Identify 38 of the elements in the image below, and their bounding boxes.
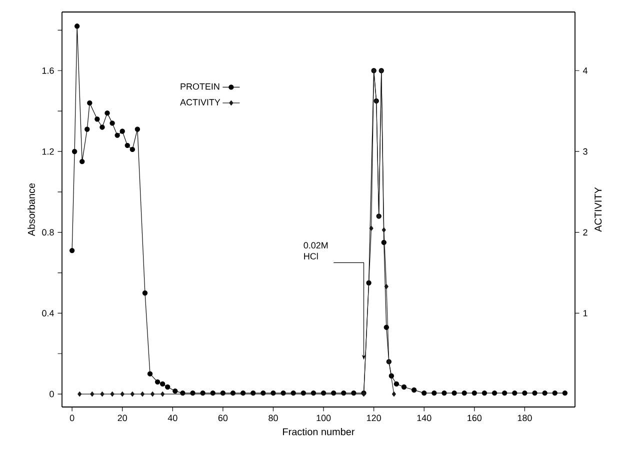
point (140, 391, 144, 397)
x-tick-label: 20 (118, 414, 127, 422)
point (90, 391, 94, 397)
point (110, 391, 114, 397)
y-tick-label: 0 (50, 390, 54, 398)
point (120, 391, 124, 397)
x-tick-label: 160 (468, 414, 482, 422)
point (384, 284, 388, 290)
y2-axis-title: ACTIVITY (594, 187, 602, 232)
point (382, 227, 386, 233)
point (392, 391, 396, 397)
point (78, 391, 82, 397)
y2-tick-label: 2 (583, 229, 588, 236)
y2-tick-label: 3 (583, 148, 588, 155)
y2-tick-label: 1 (583, 310, 588, 316)
legend-label: PROTEIN (180, 83, 220, 90)
point (160, 391, 165, 397)
x-tick-label: 80 (268, 414, 278, 422)
y-tick-label: 1.6 (42, 67, 54, 74)
y-axis-title: Absorbance (28, 183, 35, 236)
y-tick-label: 1.2 (42, 148, 54, 155)
x-axis-title: Fraction number (283, 428, 355, 436)
y2-tick-label: 4 (582, 68, 588, 74)
point (150, 391, 155, 397)
x-tick-label: 40 (168, 414, 178, 422)
x-tick-label: 140 (417, 414, 432, 422)
x-tick-label: 180 (518, 414, 532, 422)
x-tick-label: 120 (367, 414, 381, 422)
y-tick-label: 0.8 (42, 229, 54, 236)
annotation: 0.02M HCl (304, 242, 328, 260)
y-tick-label: 0.4 (42, 310, 54, 316)
x-tick-label: 100 (316, 414, 331, 422)
point (100, 391, 104, 397)
x-tick-label: 60 (218, 414, 228, 422)
x-tick-label: 0 (70, 414, 74, 422)
point (369, 226, 374, 231)
point (130, 391, 134, 397)
legend-label: ACTIVITY (180, 99, 220, 106)
